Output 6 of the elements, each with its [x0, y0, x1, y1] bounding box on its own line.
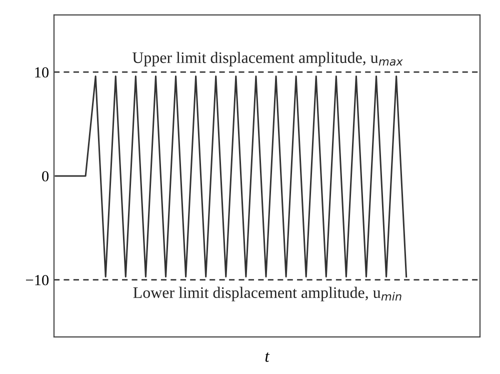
ref-line-label: Lower limit displacement amplitude, u$_{min}$ — [133, 286, 402, 302]
x-axis-title: t — [265, 352, 270, 362]
y-tick-label: 10 — [35, 67, 49, 78]
y-tick-label: 0 — [42, 171, 49, 182]
ref-line-label: Upper limit displacement amplitude, u$_{max}$ — [132, 52, 403, 66]
y-tick-label: −10 — [26, 274, 49, 286]
